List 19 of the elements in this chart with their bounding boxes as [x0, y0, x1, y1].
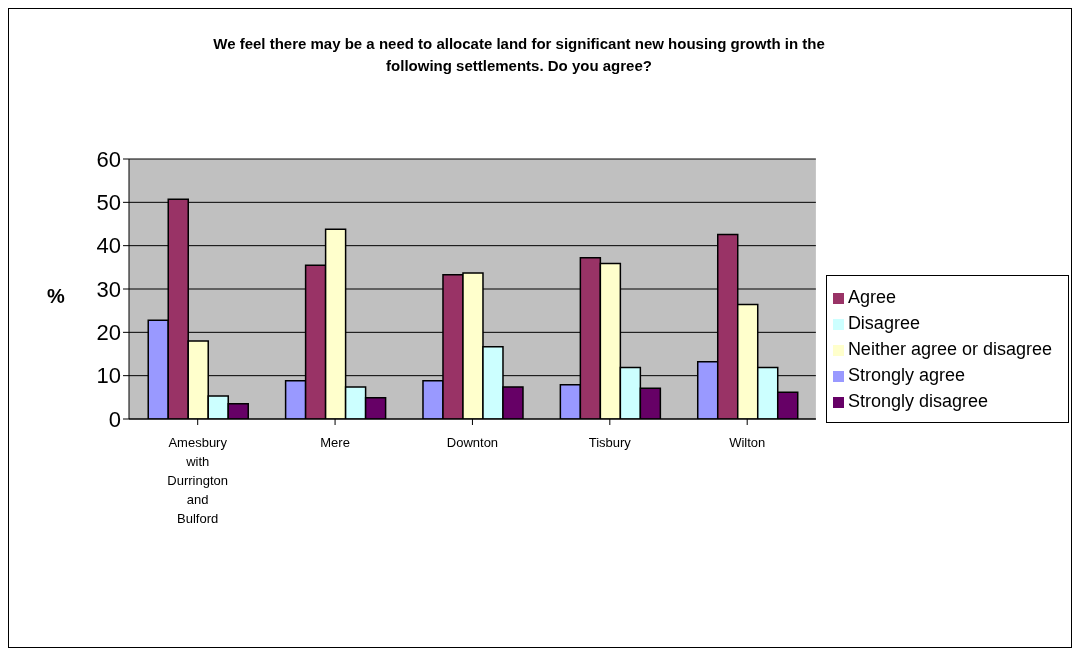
x-tick-label: Downton	[446, 435, 499, 450]
legend-label: Agree	[847, 287, 896, 307]
legend-label: Neither agree or disagree	[847, 339, 1052, 359]
y-tick-label: 50	[96, 190, 121, 216]
x-tick-label: Amesbury with Durrington and Bulford	[167, 435, 229, 526]
y-axis-title: %	[47, 285, 65, 308]
y-tick-label: 40	[96, 233, 121, 259]
chart-title: We feel there may be a need to allocate land for significant new housing growth in the following settlements. Do you agree?	[212, 34, 826, 76]
y-tick-label: 20	[96, 320, 121, 346]
y-tick-label: 0	[108, 406, 121, 432]
y-tick-label: 60	[96, 146, 121, 172]
x-tick-label: Wilton	[729, 435, 766, 450]
legend-label: Strongly disagree	[847, 391, 988, 411]
x-tick-label: Mere	[320, 435, 350, 450]
legend-label: Disagree	[847, 313, 920, 333]
x-tick-label: Tisbury	[588, 435, 632, 450]
y-tick-label: 30	[96, 276, 121, 302]
legend-label: Strongly agree	[847, 365, 965, 385]
y-tick-label: 10	[96, 363, 121, 389]
